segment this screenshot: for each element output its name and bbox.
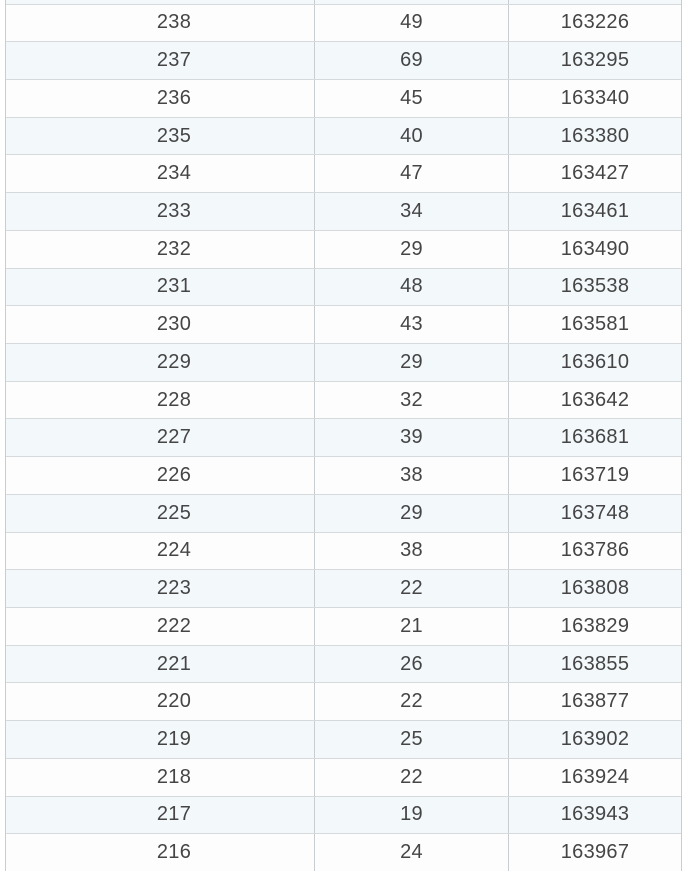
score-cell: 232 xyxy=(6,230,315,268)
cumulative-cell: 163490 xyxy=(560,237,630,260)
score-cell: 223 xyxy=(6,570,315,607)
score-cell: 225 xyxy=(6,494,315,532)
cumulative-cell: 163581 xyxy=(560,313,630,336)
table-row: 229 29 163610 xyxy=(6,342,681,381)
score-cell: 227 xyxy=(6,419,315,457)
table-row-partial-top xyxy=(6,0,681,4)
count-cell: 26 xyxy=(315,645,509,683)
cumulative-cell: 163719 xyxy=(560,463,630,486)
table-row: 238 49 163226 xyxy=(6,3,681,42)
table-row: 236 45 163340 xyxy=(6,78,681,117)
table-row: 235 40 163380 xyxy=(6,116,681,155)
cumulative-cell: 163855 xyxy=(560,652,630,675)
table-row: 237 69 163295 xyxy=(6,41,681,79)
table-row: 226 38 163719 xyxy=(6,456,681,494)
count-cell: 25 xyxy=(315,721,509,758)
table-row: 216 24 163967 xyxy=(6,833,681,871)
cumulative-cell: 163924 xyxy=(560,765,630,788)
score-table: 238 49 163226 237 69 163295 236 45 16334… xyxy=(5,0,682,871)
score-cell: 216 xyxy=(6,834,315,871)
cumulative-cell: 163902 xyxy=(560,728,630,751)
count-cell: 32 xyxy=(315,381,509,419)
score-cell: 222 xyxy=(6,608,315,645)
cumulative-cell: 163808 xyxy=(560,577,630,600)
cumulative-cell: 163829 xyxy=(560,614,630,637)
table-row: 225 29 163748 xyxy=(6,493,681,532)
count-cell: 22 xyxy=(315,683,509,721)
score-cell: 238 xyxy=(6,4,315,42)
cumulative-cell: 163427 xyxy=(560,162,630,185)
cumulative-cell: 163226 xyxy=(560,11,630,34)
table-row: 232 29 163490 xyxy=(6,229,681,268)
count-cell: 34 xyxy=(315,193,509,230)
score-cell: 224 xyxy=(6,532,315,570)
count-cell: 22 xyxy=(315,758,509,796)
table-row: 227 39 163681 xyxy=(6,418,681,457)
count-cell: 48 xyxy=(315,268,509,306)
count-cell: 45 xyxy=(315,79,509,117)
cumulative-cell: 163943 xyxy=(560,803,630,826)
table-row: 223 22 163808 xyxy=(6,569,681,607)
score-cell: 218 xyxy=(6,758,315,796)
table-row: 228 32 163642 xyxy=(6,380,681,419)
score-cell: 217 xyxy=(6,796,315,834)
count-cell: 29 xyxy=(315,494,509,532)
count-cell: 69 xyxy=(315,42,509,79)
cumulative-cell: 163748 xyxy=(560,501,630,524)
score-cell: 220 xyxy=(6,683,315,721)
count-cell: 43 xyxy=(315,306,509,343)
table-row: 231 48 163538 xyxy=(6,267,681,306)
score-cell: 236 xyxy=(6,79,315,117)
score-cell: 231 xyxy=(6,268,315,306)
score-cell: 237 xyxy=(6,42,315,79)
count-cell: 47 xyxy=(315,155,509,193)
cumulative-cell: 163610 xyxy=(560,350,630,373)
score-cell: 233 xyxy=(6,193,315,230)
cumulative-cell: 163642 xyxy=(560,388,630,411)
cumulative-cell: 163340 xyxy=(560,86,630,109)
table-row: 234 47 163427 xyxy=(6,154,681,193)
cumulative-cell: 163967 xyxy=(560,841,630,864)
count-cell: 24 xyxy=(315,834,509,871)
cumulative-cell: 163295 xyxy=(560,49,630,72)
partial-cell xyxy=(315,0,509,4)
count-cell: 22 xyxy=(315,570,509,607)
score-cell: 229 xyxy=(6,343,315,381)
score-cell: 235 xyxy=(6,117,315,155)
cumulative-cell: 163786 xyxy=(560,539,630,562)
cumulative-cell: 163538 xyxy=(560,275,630,298)
count-cell: 29 xyxy=(315,230,509,268)
count-cell: 38 xyxy=(315,532,509,570)
count-cell: 49 xyxy=(315,4,509,42)
count-cell: 38 xyxy=(315,457,509,494)
score-cell: 230 xyxy=(6,306,315,343)
table-row: 224 38 163786 xyxy=(6,531,681,570)
table-row: 222 21 163829 xyxy=(6,607,681,645)
count-cell: 39 xyxy=(315,419,509,457)
score-cell: 221 xyxy=(6,645,315,683)
cumulative-cell: 163681 xyxy=(560,426,630,449)
count-cell: 29 xyxy=(315,343,509,381)
table-row: 218 22 163924 xyxy=(6,757,681,796)
cumulative-cell: 163380 xyxy=(560,124,630,147)
table-row: 217 19 163943 xyxy=(6,795,681,834)
table-row: 220 22 163877 xyxy=(6,682,681,721)
score-cell: 228 xyxy=(6,381,315,419)
score-cell: 219 xyxy=(6,721,315,758)
table-row: 230 43 163581 xyxy=(6,305,681,343)
table-row: 219 25 163902 xyxy=(6,720,681,758)
score-cell: 234 xyxy=(6,155,315,193)
count-cell: 19 xyxy=(315,796,509,834)
cumulative-cell: 163461 xyxy=(560,199,630,222)
count-cell: 40 xyxy=(315,117,509,155)
cumulative-cell: 163877 xyxy=(560,690,630,713)
table-row: 233 34 163461 xyxy=(6,192,681,230)
partial-cell xyxy=(6,0,315,4)
count-cell: 21 xyxy=(315,608,509,645)
score-cell: 226 xyxy=(6,457,315,494)
table-row: 221 26 163855 xyxy=(6,644,681,683)
